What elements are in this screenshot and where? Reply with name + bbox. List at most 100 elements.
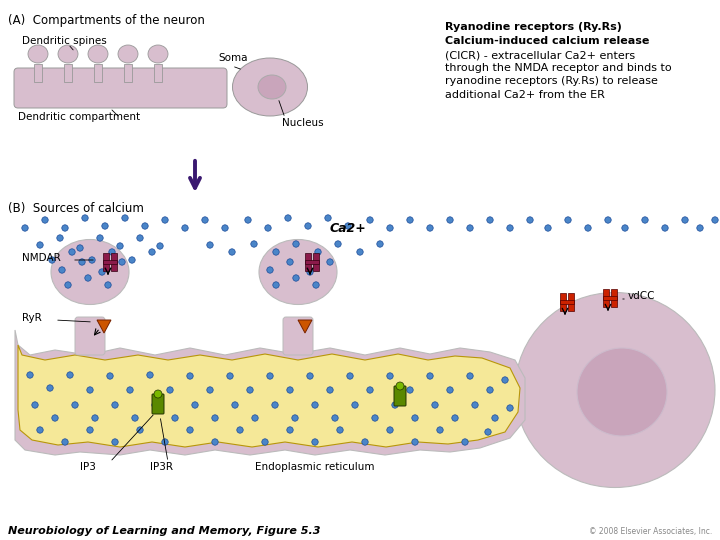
Circle shape [345,223,351,229]
Ellipse shape [259,240,337,305]
Circle shape [132,415,138,421]
Circle shape [387,427,393,433]
Circle shape [192,402,198,408]
Circle shape [312,282,319,288]
Circle shape [245,217,251,223]
Circle shape [72,402,78,408]
Circle shape [407,387,413,393]
Bar [111,253,117,271]
Circle shape [157,243,163,249]
Circle shape [293,241,300,247]
FancyBboxPatch shape [75,317,105,355]
Circle shape [37,427,43,433]
Circle shape [642,217,648,223]
Circle shape [487,217,493,223]
Circle shape [202,217,208,223]
Text: NMDAR: NMDAR [22,253,60,263]
Text: Neurobiology of Learning and Memory, Figure 5.3: Neurobiology of Learning and Memory, Fig… [8,526,320,536]
Circle shape [273,282,279,288]
Circle shape [32,402,38,408]
Circle shape [273,249,279,255]
Circle shape [712,217,719,223]
Circle shape [492,415,498,421]
Circle shape [87,387,93,393]
Circle shape [312,439,318,445]
Circle shape [102,223,108,229]
Bar [64,64,72,82]
Circle shape [412,415,418,421]
Circle shape [352,402,359,408]
Circle shape [186,427,193,433]
Bar [603,296,617,300]
Bar [603,289,609,307]
Circle shape [186,373,193,379]
Circle shape [387,225,393,231]
Circle shape [366,387,373,393]
Circle shape [92,415,98,421]
Circle shape [325,215,331,221]
Circle shape [154,390,162,398]
Circle shape [227,373,233,379]
Circle shape [507,405,513,411]
Circle shape [207,242,213,248]
Circle shape [147,372,153,378]
Circle shape [42,217,48,223]
Ellipse shape [577,348,667,436]
Bar [124,64,132,82]
Circle shape [22,225,28,231]
Bar [103,253,109,271]
Circle shape [62,225,68,231]
Circle shape [502,377,508,383]
Circle shape [622,225,628,231]
Circle shape [285,215,291,221]
Circle shape [167,387,174,393]
Circle shape [127,387,133,393]
Circle shape [62,439,68,445]
Circle shape [585,225,591,231]
FancyBboxPatch shape [283,317,313,355]
Ellipse shape [118,45,138,63]
Ellipse shape [233,58,307,116]
Circle shape [229,249,235,255]
Ellipse shape [148,45,168,63]
Bar [305,253,311,271]
Circle shape [49,257,55,263]
Text: (CICR) - extracellular Ca2+ enters
through the NMDA receptor and binds to
ryanod: (CICR) - extracellular Ca2+ enters throu… [445,50,672,99]
Circle shape [485,429,491,435]
Bar [305,260,319,264]
Circle shape [293,275,300,281]
Circle shape [362,439,368,445]
Text: IP3R: IP3R [150,462,173,472]
Circle shape [307,373,313,379]
Circle shape [467,225,473,231]
Text: vdCC: vdCC [628,291,655,301]
Text: Endoplasmic reticulum: Endoplasmic reticulum [255,462,374,472]
Ellipse shape [51,240,129,305]
Text: Dendritic compartment: Dendritic compartment [18,112,140,122]
Polygon shape [298,320,312,333]
Circle shape [332,415,338,421]
Circle shape [96,235,103,241]
Circle shape [377,241,383,247]
FancyBboxPatch shape [394,386,406,406]
Circle shape [366,217,373,223]
Circle shape [447,217,453,223]
Circle shape [472,402,478,408]
Circle shape [315,249,321,255]
Circle shape [427,373,433,379]
Circle shape [467,373,473,379]
Circle shape [67,372,73,378]
Circle shape [137,427,143,433]
Circle shape [452,415,458,421]
Circle shape [335,241,341,247]
Circle shape [372,415,378,421]
Circle shape [89,257,95,263]
Circle shape [69,249,75,255]
Circle shape [162,439,168,445]
Bar [34,64,42,82]
Ellipse shape [258,75,286,99]
Circle shape [207,387,213,393]
Circle shape [78,259,85,265]
Circle shape [47,385,53,391]
Circle shape [287,387,293,393]
